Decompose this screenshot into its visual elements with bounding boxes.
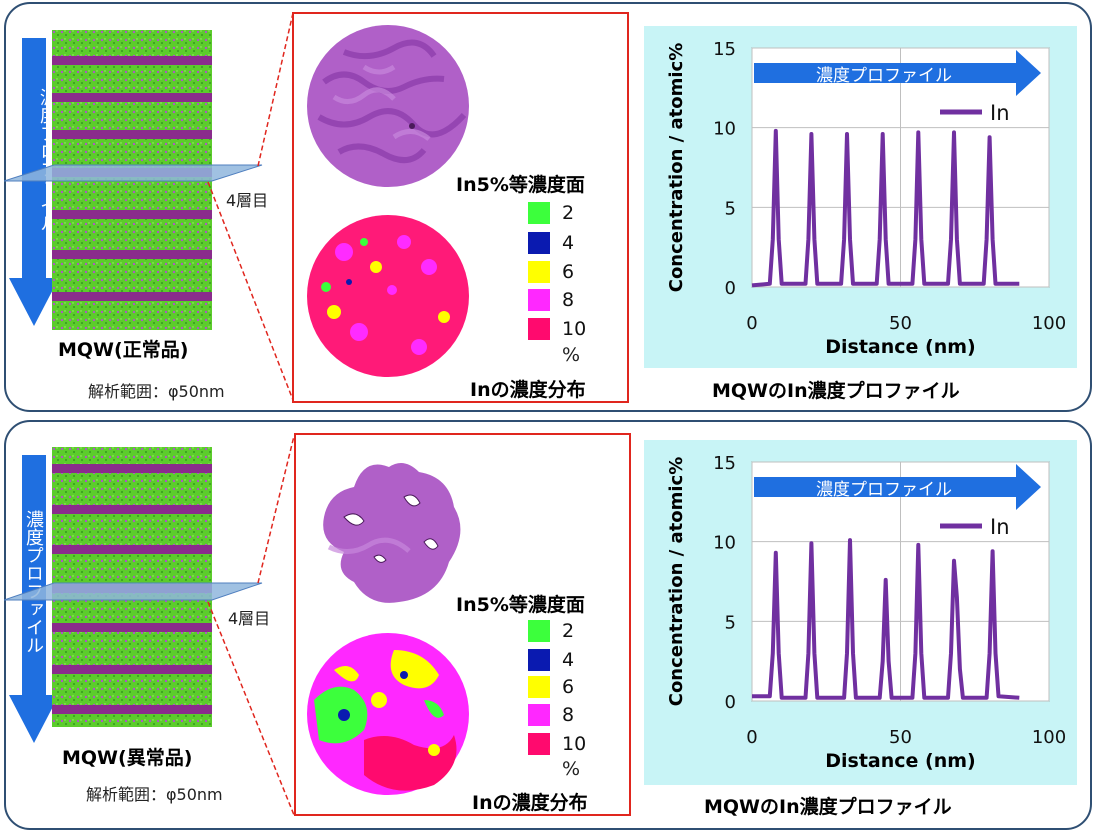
legend-item-2: 2 [528, 620, 574, 642]
legend-item-10: 10 [528, 318, 586, 340]
zoom-connector-2 [207, 435, 295, 816]
legend-label: In [990, 515, 1010, 539]
legend-swatch [528, 676, 550, 698]
series-line-in [752, 538, 1020, 700]
sample-label-1: MQW(正常品) [58, 339, 189, 361]
in-profile-chart-1: 0 5 10 15 0 50 100 Distance (nm) Concentration /… [666, 39, 1066, 358]
legend-value: 4 [562, 232, 575, 254]
layer-label-2: 4層目 [228, 609, 271, 628]
y-tick-label: 15 [713, 39, 736, 60]
legend-item-6: 6 [528, 261, 574, 283]
legend-value: 4 [562, 649, 575, 671]
legend-swatch [528, 289, 550, 311]
x-tick-label: 100 [1032, 313, 1066, 334]
iso-surface-label-1: In5%等濃度面 [456, 174, 585, 196]
legend-swatch [528, 261, 550, 283]
series-line-in [751, 128, 1020, 288]
legend-swatch [528, 318, 550, 340]
y-tick-label: 10 [713, 533, 736, 554]
legend-value: 10 [562, 318, 587, 340]
concentration-disc-2 [307, 633, 469, 795]
legend-unit-1: % [562, 344, 581, 366]
slice-plane-1 [4, 164, 263, 182]
legend-item-4: 4 [528, 232, 574, 254]
chart-caption-2: MQWのIn濃度プロファイル [704, 796, 952, 818]
x-tick-label: 0 [746, 727, 757, 748]
y-tick-label: 15 [713, 453, 736, 474]
zoom-connector-1 [207, 12, 294, 401]
legend-value: 8 [562, 289, 575, 311]
legend-value: 10 [562, 733, 587, 755]
legend-item-2: 2 [528, 202, 574, 224]
slice-plane-2 [4, 582, 263, 601]
x-axis-label: Distance (nm) [825, 750, 975, 772]
vertical-arrow-label-2: 濃度プロファイル [23, 510, 44, 654]
legend-label: In [990, 101, 1010, 125]
legend-swatch [528, 620, 550, 642]
profile-direction-arrow: 濃度プロファイル [754, 50, 1041, 96]
legend-swatch [528, 733, 550, 755]
y-axis-label: Concentration / atomic% [666, 43, 687, 293]
legend-item-6: 6 [528, 676, 574, 698]
legend-value: 6 [562, 261, 575, 283]
chart-arrow-label: 濃度プロファイル [816, 66, 952, 86]
legend-value: 2 [562, 202, 575, 224]
y-tick-label: 0 [725, 692, 736, 713]
legend-value: 8 [562, 704, 575, 726]
legend-swatch [528, 232, 550, 254]
distribution-label-1: Inの濃度分布 [470, 379, 586, 401]
layer-label-1: 4層目 [226, 191, 269, 210]
x-tick-label: 100 [1032, 727, 1066, 748]
legend-item-10: 10 [528, 733, 586, 755]
chart-legend: In [940, 515, 1010, 539]
legend-swatch [528, 704, 550, 726]
chart-caption-1: MQWのIn濃度プロファイル [712, 380, 960, 402]
iso-surface-label-2: In5%等濃度面 [456, 594, 585, 616]
iso-surface-disc-1 [307, 25, 469, 187]
sample-label-2: MQW(異常品) [62, 747, 193, 769]
legend-item-8: 8 [528, 289, 574, 311]
analysis-range-2: 解析範囲：φ50nm [86, 785, 223, 804]
legend-value: 2 [562, 620, 575, 642]
legend-item-4: 4 [528, 649, 574, 671]
y-tick-label: 5 [725, 612, 736, 633]
y-tick-label: 10 [713, 119, 736, 140]
legend-item-8: 8 [528, 704, 574, 726]
iso-surface-disc-2 [323, 463, 461, 603]
x-axis-label: Distance (nm) [825, 336, 975, 358]
x-tick-label: 50 [889, 313, 912, 334]
concentration-disc-1 [307, 215, 469, 377]
in-profile-chart-2: 0 5 10 15 0 50 100 Distance (nm) Concentration /… [666, 453, 1066, 772]
vertical-profile-arrow-1 [9, 38, 59, 326]
y-axis-label: Concentration / atomic% [666, 457, 687, 707]
legend-swatch [528, 649, 550, 671]
chart-arrow-label: 濃度プロファイル [816, 480, 952, 500]
x-tick-label: 50 [889, 727, 912, 748]
analysis-range-1: 解析範囲：φ50nm [88, 382, 225, 401]
legend-value: 6 [562, 676, 575, 698]
chart-legend: In [940, 101, 1010, 125]
distribution-label-2: Inの濃度分布 [472, 792, 588, 814]
profile-direction-arrow: 濃度プロファイル [754, 464, 1041, 510]
legend-swatch [528, 202, 550, 224]
y-tick-label: 5 [725, 198, 736, 219]
y-tick-label: 0 [725, 278, 736, 299]
x-tick-label: 0 [746, 313, 757, 334]
legend-unit-2: % [562, 758, 581, 780]
